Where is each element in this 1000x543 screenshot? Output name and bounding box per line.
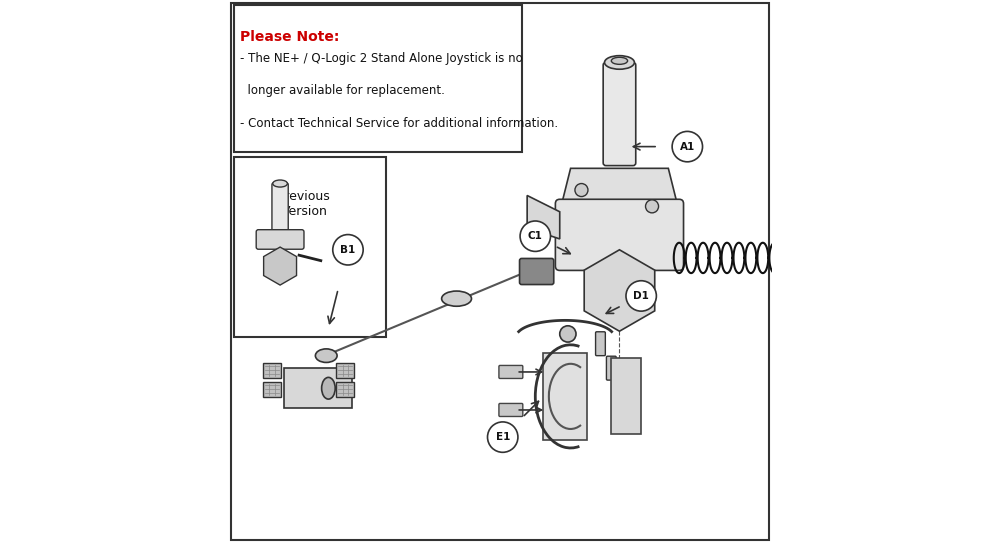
Circle shape xyxy=(488,422,518,452)
FancyBboxPatch shape xyxy=(256,230,304,249)
Circle shape xyxy=(672,131,703,162)
Circle shape xyxy=(560,326,576,342)
Circle shape xyxy=(575,184,588,197)
Text: - The NE+ / Q-Logic 2 Stand Alone Joystick is no: - The NE+ / Q-Logic 2 Stand Alone Joysti… xyxy=(240,52,523,65)
Text: B1: B1 xyxy=(340,245,356,255)
FancyBboxPatch shape xyxy=(263,382,281,397)
Polygon shape xyxy=(527,195,560,239)
FancyBboxPatch shape xyxy=(520,258,554,285)
FancyBboxPatch shape xyxy=(272,183,288,235)
FancyBboxPatch shape xyxy=(336,363,354,378)
FancyBboxPatch shape xyxy=(596,332,605,356)
Text: D1: D1 xyxy=(633,291,649,301)
FancyBboxPatch shape xyxy=(543,353,587,440)
Ellipse shape xyxy=(611,58,628,65)
FancyBboxPatch shape xyxy=(499,365,523,378)
Ellipse shape xyxy=(315,349,337,363)
Text: E1: E1 xyxy=(496,432,510,442)
Circle shape xyxy=(520,221,550,251)
Text: A1: A1 xyxy=(680,142,695,151)
Text: Please Note:: Please Note: xyxy=(240,30,340,44)
Ellipse shape xyxy=(273,180,287,187)
FancyBboxPatch shape xyxy=(499,403,523,416)
Circle shape xyxy=(646,200,659,213)
FancyBboxPatch shape xyxy=(606,356,616,380)
Text: C1: C1 xyxy=(528,231,543,241)
FancyBboxPatch shape xyxy=(284,368,352,408)
FancyBboxPatch shape xyxy=(603,62,636,166)
FancyBboxPatch shape xyxy=(611,358,641,434)
FancyBboxPatch shape xyxy=(555,199,684,270)
Text: - Contact Technical Service for additional information.: - Contact Technical Service for addition… xyxy=(240,117,559,130)
Bar xyxy=(234,5,522,152)
Text: longer available for replacement.: longer available for replacement. xyxy=(240,84,445,97)
FancyBboxPatch shape xyxy=(336,382,354,397)
FancyBboxPatch shape xyxy=(263,363,281,378)
Circle shape xyxy=(333,235,363,265)
Ellipse shape xyxy=(322,377,335,399)
Bar xyxy=(234,157,386,337)
Ellipse shape xyxy=(605,56,634,70)
Polygon shape xyxy=(560,168,679,212)
Ellipse shape xyxy=(442,291,471,306)
Text: Previous
Version: Previous Version xyxy=(278,190,331,218)
FancyBboxPatch shape xyxy=(850,240,872,270)
Circle shape xyxy=(626,281,656,311)
